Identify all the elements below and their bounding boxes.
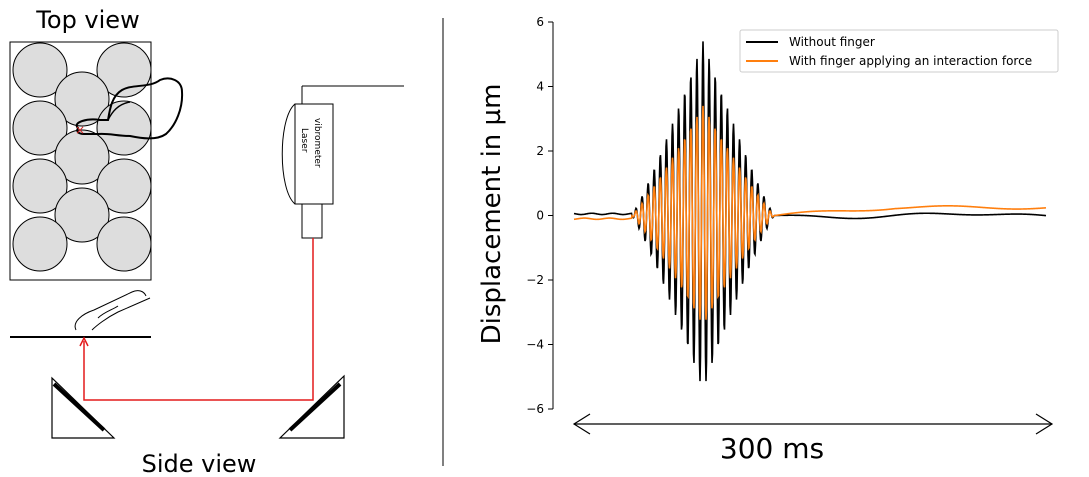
y-tick-label: 4 (536, 80, 544, 94)
hand-finger-crease (107, 101, 131, 121)
legend-box (739, 29, 1059, 73)
circle (96, 216, 152, 272)
y-tick-label: −6 (526, 402, 544, 416)
series-line-with-finger (573, 105, 1047, 320)
left-mirror-surface (52, 382, 106, 432)
displacement-chart: Displacement in µm 6 4 2 0 −2 −4 −6 Without fi… (477, 15, 1059, 465)
circle (54, 71, 110, 127)
circle (12, 100, 68, 156)
right-mirror-surface (288, 382, 342, 432)
finger-nail (97, 305, 119, 319)
time-span-arrow-right (1035, 413, 1054, 435)
laser-beam-arrowhead (79, 336, 89, 347)
y-axis-label: Displacement in µm (477, 84, 507, 345)
time-span-indicator: 300 ms (572, 413, 1054, 465)
time-span-arrow-left (572, 413, 591, 435)
finger-side-icon (74, 290, 151, 331)
circle (54, 129, 110, 185)
hand-outline (75, 77, 184, 140)
legend-label-with-finger: With finger applying an interaction forc… (789, 54, 1032, 68)
y-ticks: 6 4 2 0 −2 −4 −6 (526, 15, 553, 416)
circle (12, 216, 68, 272)
circle (12, 158, 68, 214)
touch-marker: × (75, 123, 85, 137)
y-tick-label: −2 (526, 273, 544, 287)
circle (96, 42, 152, 98)
series-layer (573, 41, 1047, 382)
laser-beam-path (83, 238, 314, 401)
time-span-label: 300 ms (720, 432, 824, 465)
legend: Without finger With finger applying an i… (739, 29, 1059, 73)
plate-circles (12, 42, 152, 272)
circle (96, 158, 152, 214)
y-tick-label: 6 (536, 15, 544, 29)
vibrometer-label-line1: Laser (299, 128, 309, 153)
legend-label-without-finger: Without finger (789, 35, 875, 49)
vibrometer-lens (301, 203, 323, 239)
side-view-label: Side view (142, 450, 257, 477)
y-tick-label: 0 (536, 209, 544, 223)
circle (54, 187, 110, 243)
vibrometer-cover (281, 103, 296, 205)
circle (12, 42, 68, 98)
top-view-label: Top view (35, 6, 139, 34)
y-tick-label: −4 (526, 338, 544, 352)
y-tick-label: 2 (536, 144, 544, 158)
vibrometer-label-line2: vibrometer (312, 118, 322, 168)
vibrometer-body (294, 103, 334, 205)
